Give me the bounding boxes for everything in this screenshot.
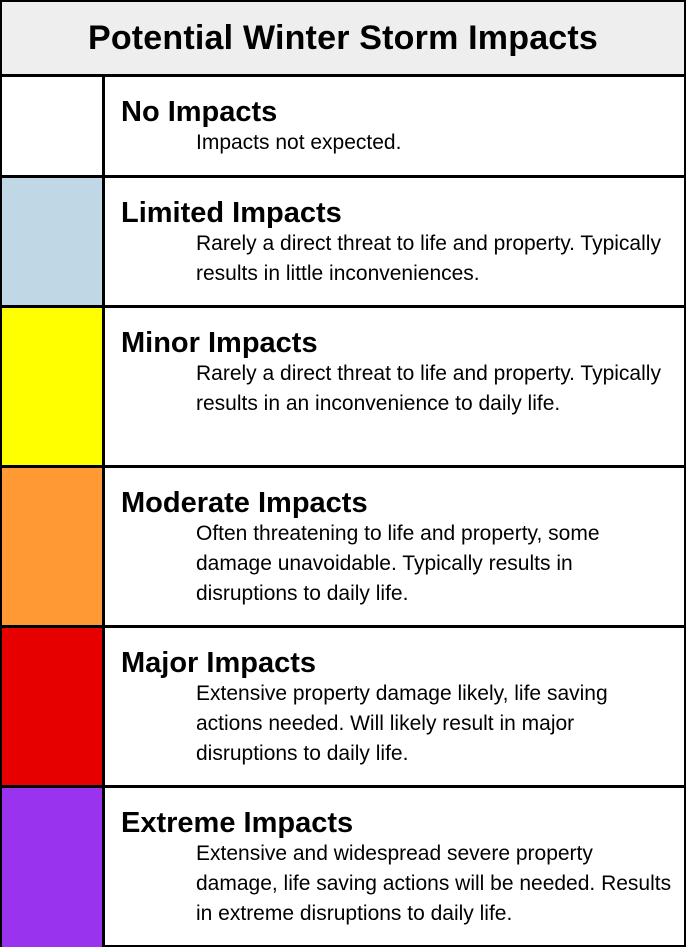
impact-level-name: Minor Impacts — [121, 327, 318, 359]
impact-row-none: No Impacts Impacts not expected. — [2, 77, 684, 178]
impact-level-description: Often threatening to life and property, … — [196, 522, 600, 605]
impact-level-name: No Impacts — [121, 96, 278, 128]
impact-row-minor: Minor Impacts Rarely a direct threat to … — [2, 308, 684, 468]
impact-content: Limited Impacts Rarely a direct threat t… — [105, 178, 684, 305]
impact-level-description: Extensive and widespread severe property… — [196, 842, 672, 925]
impact-content: Major Impacts Extensive property damage … — [105, 628, 684, 785]
impact-row-moderate: Moderate Impacts Often threatening to li… — [2, 468, 684, 628]
title-row: Potential Winter Storm Impacts — [2, 2, 684, 77]
impact-level-description: Rarely a direct threat to life and prope… — [196, 362, 661, 415]
impact-row-extreme: Extreme Impacts Extensive and widespread… — [2, 788, 684, 947]
color-swatch — [2, 308, 105, 465]
color-swatch — [2, 788, 105, 947]
impact-level-name: Extreme Impacts — [121, 807, 354, 839]
color-swatch — [2, 468, 105, 625]
impact-content: Extreme Impacts Extensive and widespread… — [105, 788, 684, 947]
impact-level-description: Impacts not expected. — [196, 131, 402, 154]
color-swatch — [2, 77, 105, 175]
impact-level-name: Limited Impacts — [121, 197, 342, 229]
impact-level-name: Moderate Impacts — [121, 487, 368, 519]
legend-title: Potential Winter Storm Impacts — [87, 18, 599, 57]
color-swatch — [2, 178, 105, 305]
color-swatch — [2, 628, 105, 785]
impact-level-description: Rarely a direct threat to life and prope… — [196, 232, 661, 285]
impact-content: Minor Impacts Rarely a direct threat to … — [105, 308, 684, 465]
impact-level-name: Major Impacts — [121, 647, 316, 679]
impact-content: Moderate Impacts Often threatening to li… — [105, 468, 684, 625]
impact-row-limited: Limited Impacts Rarely a direct threat t… — [2, 178, 684, 308]
impact-content: No Impacts Impacts not expected. — [105, 77, 684, 175]
impact-level-description: Extensive property damage likely, life s… — [196, 682, 608, 765]
impact-row-major: Major Impacts Extensive property damage … — [2, 628, 684, 788]
